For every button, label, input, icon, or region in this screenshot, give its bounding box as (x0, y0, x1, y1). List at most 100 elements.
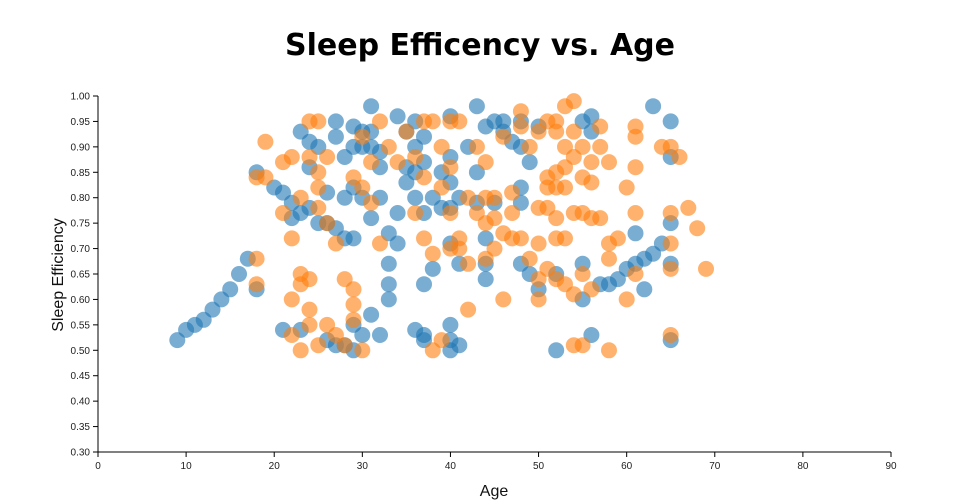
data-point (601, 250, 617, 267)
data-point (433, 179, 450, 196)
data-point (460, 189, 477, 206)
data-point (363, 210, 380, 227)
data-point (627, 266, 644, 282)
data-point (433, 138, 450, 155)
data-point (389, 205, 406, 221)
data-point (380, 255, 397, 272)
data-point (627, 159, 644, 176)
data-point (671, 149, 688, 165)
data-point (451, 113, 468, 130)
data-point (319, 215, 336, 232)
data-point (301, 301, 318, 318)
data-point (283, 149, 300, 165)
data-point (565, 123, 582, 140)
data-point (460, 301, 477, 318)
data-point (645, 98, 662, 115)
data-point (354, 128, 371, 145)
data-point (662, 205, 679, 221)
data-point (380, 138, 397, 155)
y-tick-label: 0.50 (71, 346, 91, 357)
data-point (354, 327, 371, 343)
y-tick-label: 0.35 (71, 422, 91, 433)
y-tick-label: 0.55 (71, 320, 91, 331)
data-point (636, 281, 653, 298)
data-point (557, 230, 573, 247)
data-point (372, 327, 388, 343)
data-point (345, 281, 362, 298)
x-tick-label: 90 (885, 461, 897, 472)
data-point (336, 337, 353, 354)
y-tick-label: 0.65 (71, 270, 91, 281)
chart-title: Sleep Efficency vs. Age (285, 28, 675, 63)
data-point (504, 184, 521, 201)
data-point (257, 169, 274, 186)
data-point (283, 291, 300, 308)
data-point (574, 337, 591, 354)
data-point (477, 271, 494, 288)
data-point (442, 205, 459, 221)
data-point (574, 138, 591, 155)
data-point (283, 327, 300, 343)
data-point (380, 291, 397, 308)
data-point (504, 205, 521, 221)
y-tick-label: 0.45 (71, 371, 91, 382)
data-point (486, 240, 503, 257)
data-point (592, 118, 609, 135)
data-point (583, 281, 600, 298)
data-point (407, 149, 424, 165)
x-tick-label: 60 (621, 461, 633, 472)
data-point (698, 260, 714, 277)
data-point (248, 276, 265, 293)
data-point (310, 164, 327, 181)
data-point (442, 316, 459, 333)
data-point (310, 337, 327, 354)
data-point (486, 210, 503, 227)
data-point (433, 332, 450, 349)
data-point (301, 316, 318, 333)
data-point (521, 250, 538, 267)
data-point (345, 296, 362, 313)
data-point (257, 133, 274, 150)
data-point (521, 154, 538, 171)
data-point (530, 291, 547, 308)
data-point (583, 174, 600, 191)
data-point (583, 154, 600, 171)
data-point (662, 113, 679, 130)
data-point (662, 235, 679, 252)
data-point (424, 260, 441, 277)
data-point (416, 276, 432, 293)
y-tick-label: 0.70 (71, 244, 91, 255)
data-point (292, 342, 309, 359)
data-point (389, 154, 406, 171)
y-tick-label: 0.95 (71, 117, 91, 128)
data-point (442, 159, 459, 176)
data-point (363, 154, 380, 171)
y-tick-label: 0.75 (71, 219, 91, 230)
plot-area (169, 93, 714, 359)
x-tick-label: 70 (709, 461, 721, 472)
data-point (565, 93, 582, 110)
x-axis-label: Age (480, 483, 509, 500)
data-point (468, 138, 485, 155)
data-point (689, 220, 706, 237)
data-point (557, 179, 573, 196)
data-point (231, 266, 247, 282)
x-tick-label: 20 (269, 461, 281, 472)
data-point (416, 128, 432, 145)
data-point (592, 210, 609, 227)
data-point (662, 260, 679, 277)
y-tick-label: 1.00 (71, 92, 91, 103)
data-point (460, 255, 477, 272)
data-point (301, 271, 318, 288)
data-point (680, 199, 697, 216)
data-point (512, 118, 529, 135)
y-tick-label: 0.40 (71, 397, 91, 408)
data-point (310, 179, 327, 196)
data-point (292, 189, 309, 206)
data-point (275, 205, 291, 221)
x-tick-label: 40 (445, 461, 457, 472)
data-point (574, 266, 591, 282)
data-point (601, 154, 617, 171)
data-point (477, 154, 494, 171)
